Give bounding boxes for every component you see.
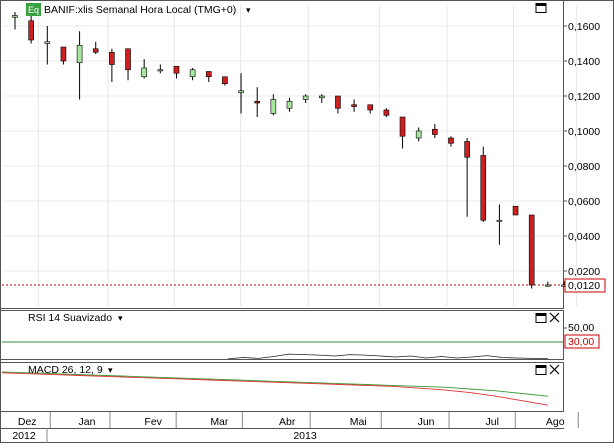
month-label: Dez (18, 416, 37, 428)
candle-body (76, 44, 83, 64)
candle-body (173, 65, 180, 74)
rsi-maximize-icon[interactable] (535, 313, 547, 323)
rsi-header[interactable]: RSI 14 Suavizado ▾ (28, 312, 123, 324)
month-label: Mar (210, 416, 229, 428)
year-label: 2012 (12, 430, 36, 442)
candle-body (60, 46, 67, 62)
rsi-level-box (564, 334, 600, 349)
candle-body (318, 95, 325, 99)
price-y-tick-label: 0,0800 (568, 161, 600, 173)
macd-header[interactable]: MACD 26, 12, 9 ▾ (28, 364, 113, 376)
price-y-tick-label: 0,0400 (568, 231, 600, 243)
macd-plot-frame (0, 362, 564, 412)
candle-body (415, 130, 422, 139)
macd-panel: MACD 26, 12, 9 ▾ (0, 362, 564, 412)
candle-body (44, 41, 51, 44)
candle-body (286, 100, 293, 109)
candle-body (480, 155, 487, 221)
candle-body (238, 90, 244, 93)
price-gridlines (2, 5, 577, 306)
candle-body (141, 67, 147, 78)
candle-body (125, 48, 131, 71)
candle-body (448, 137, 454, 144)
candle-body (464, 141, 470, 158)
rsi-level-label: 30,00 (568, 336, 594, 348)
macd-close-icon[interactable] (549, 364, 560, 375)
price-y-tick-label: 0,1400 (568, 56, 600, 68)
month-label: Fev (144, 416, 162, 428)
price-panel: 0,1600 0,1400 0,1200 0,1000 0,0800 0,0600 0,04… (0, 0, 606, 309)
eq-badge-label: Eq (28, 5, 39, 15)
rsi-line (227, 353, 548, 360)
year-label: 2013 (293, 430, 317, 442)
month-labels: Dez Jan Fev Mar Abr Mai Jun Jul Ago (18, 412, 579, 428)
price-y-tick-label: 0,1200 (568, 91, 600, 103)
current-price-label: 0,0120 (568, 280, 600, 292)
price-y-tick-label: 0,0200 (568, 266, 600, 278)
title-dropdown-icon[interactable]: ▾ (246, 5, 251, 15)
candle-body (432, 128, 438, 135)
rsi-panel: 50,00 30,00 RSI 14 Suavizado ▾ (0, 310, 600, 360)
macd-line (1, 372, 549, 406)
rsi-title: RSI 14 Suavizado (28, 312, 112, 324)
price-y-tick-label: 0,0600 (568, 196, 600, 208)
candle-body (512, 205, 519, 216)
rsi-plot-frame (0, 310, 564, 360)
rsi-dropdown-icon[interactable]: ▾ (118, 313, 123, 323)
candle-body (399, 116, 406, 137)
month-label: Mai (350, 416, 367, 428)
candle-body (205, 71, 212, 78)
candle-body (383, 109, 390, 116)
candle-body (528, 214, 535, 286)
candle-body (28, 20, 34, 41)
candle-body (302, 95, 309, 100)
candle-body (92, 48, 99, 53)
macd-maximize-icon[interactable] (535, 365, 547, 375)
eq-badge (26, 3, 41, 16)
candle-body (189, 69, 196, 78)
candle-body (496, 219, 503, 222)
rsi-close-icon[interactable] (549, 312, 560, 323)
year-labels: 2012 2013 (12, 428, 317, 443)
candles (12, 12, 567, 289)
candle-body (109, 51, 115, 65)
month-label: Abr (279, 416, 296, 428)
month-label: Jul (486, 416, 499, 428)
macd-title: MACD 26, 12, 9 (28, 364, 103, 376)
chart-title: BANIF:xlis Semanal Hora Local (TMG+0) (44, 4, 236, 16)
price-y-axis: 0,1600 0,1400 0,1200 0,1000 0,0800 0,0600 0,04… (563, 21, 600, 278)
macd-signal-line (1, 371, 549, 397)
month-label: Ago (546, 416, 565, 428)
chart-header[interactable]: Eq BANIF:xlis Semanal Hora Local (TMG+0)… (26, 3, 251, 16)
rsi-y-tick: 50,00 (568, 322, 594, 334)
candle-body (367, 104, 374, 111)
maximize-icon[interactable] (535, 3, 547, 13)
candle-body (351, 104, 357, 107)
candle-body (545, 284, 551, 287)
price-plot-frame (0, 0, 564, 309)
month-label: Jan (78, 416, 95, 428)
month-label: Jun (418, 416, 435, 428)
macd-dropdown-icon[interactable]: ▾ (108, 365, 113, 375)
price-y-tick-label: 0,1600 (568, 21, 600, 33)
current-price-box (564, 278, 606, 293)
candle-body (335, 95, 341, 109)
candle-body (12, 15, 18, 18)
price-y-tick-label: 0,1000 (568, 126, 600, 138)
candle-body (222, 76, 228, 85)
x-axis: Dez Jan Fev Mar Abr Mai Jun Jul Ago 2012 2013 (0, 412, 579, 443)
candle-body (270, 99, 277, 114)
candle-body (254, 100, 261, 104)
candle-body (157, 69, 164, 72)
